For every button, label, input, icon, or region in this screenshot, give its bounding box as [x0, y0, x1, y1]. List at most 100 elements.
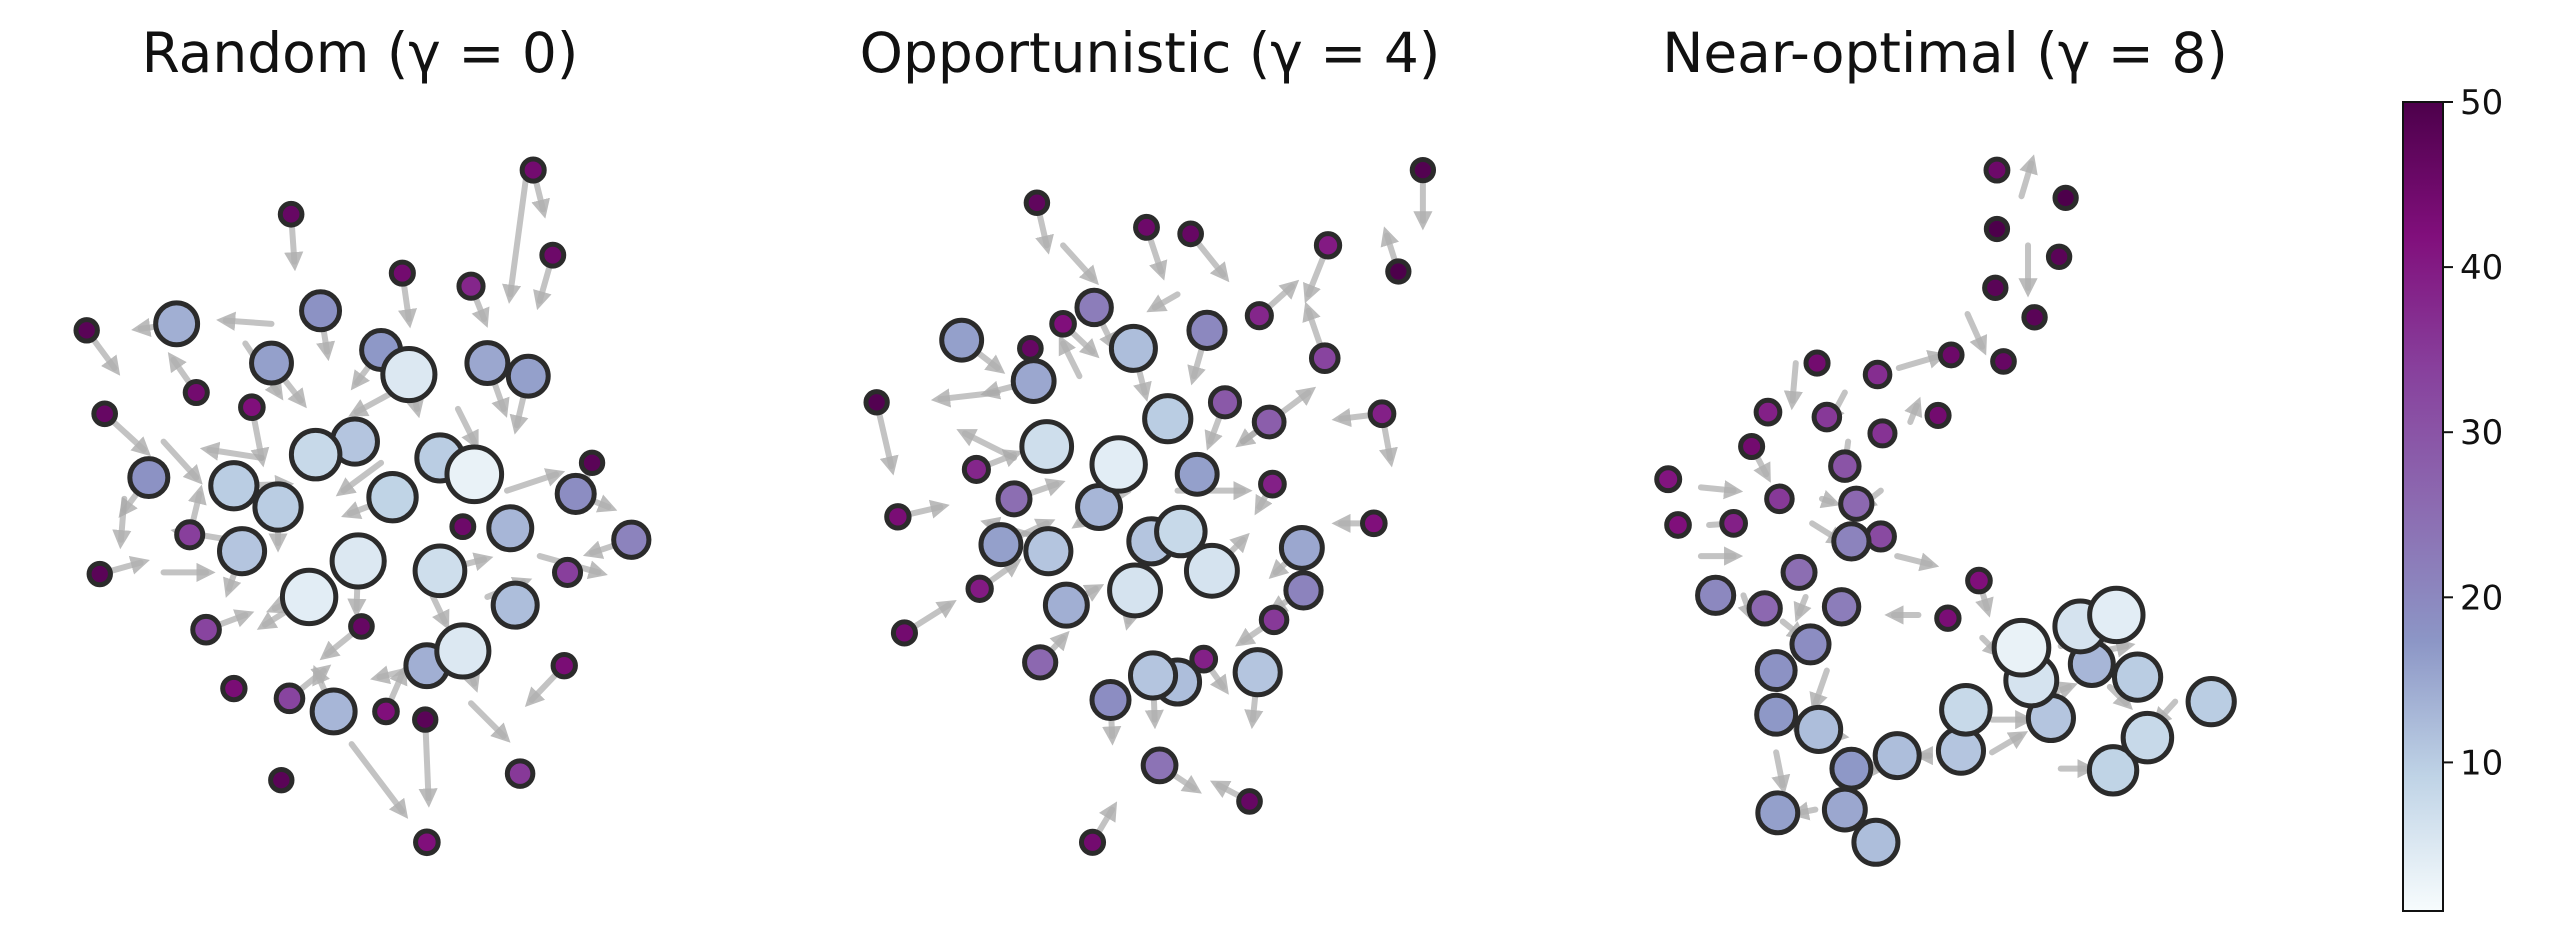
network-node [863, 389, 890, 416]
network-node [1142, 393, 1194, 445]
network-node [1821, 587, 1862, 627]
network-node [413, 828, 441, 857]
network-node [550, 651, 578, 680]
edge-arrow [1818, 489, 1841, 509]
network-node [1023, 526, 1074, 577]
network-node [486, 504, 535, 553]
network-node [1107, 562, 1163, 619]
network-node [380, 345, 438, 404]
network-node [995, 480, 1033, 518]
network-node [388, 259, 416, 287]
network-node [1127, 650, 1179, 701]
network-node [611, 519, 652, 560]
network-node [372, 697, 400, 726]
colorbar-gradient [2402, 101, 2444, 912]
network-node [1821, 786, 1868, 833]
panel-title-opportunistic: Opportunistic (γ = 4) [860, 21, 1441, 85]
network-node [1924, 401, 1952, 429]
network-node [208, 460, 260, 512]
network-node [127, 456, 171, 500]
network-node [2185, 676, 2237, 728]
colorbar-tick-label: 50 [2460, 83, 2503, 123]
network-node [238, 393, 266, 422]
panel-opportunistic: Opportunistic (γ = 4) [860, 21, 1441, 856]
network-node [1965, 566, 1993, 595]
edge-arrow [504, 468, 566, 494]
network-node [2045, 243, 2073, 270]
network-node [1313, 231, 1343, 260]
network-node [1794, 704, 1844, 754]
edge-arrow [1771, 749, 1791, 795]
network-node [1251, 404, 1287, 440]
network-node [1764, 483, 1795, 515]
network-node [329, 532, 387, 590]
network-node [1186, 309, 1228, 351]
edge-arrow [502, 170, 530, 304]
network-node [449, 513, 477, 541]
network-node [1236, 788, 1263, 815]
network-node [1939, 683, 1993, 737]
network-node [1719, 509, 1748, 538]
network-node [1189, 644, 1219, 674]
network-node [86, 560, 113, 588]
edge-arrow [348, 389, 396, 417]
network-node [1983, 156, 2011, 184]
network-node [182, 378, 210, 407]
colorbar-tick-label: 40 [2460, 248, 2503, 288]
network-node [554, 472, 597, 515]
network-node [220, 674, 248, 703]
network-node [1862, 359, 1893, 390]
network-node [348, 613, 375, 640]
network-node [1385, 258, 1412, 285]
network-node [288, 427, 343, 482]
network-node [1780, 553, 1818, 591]
network-node [1754, 649, 1798, 693]
network-node [1232, 647, 1283, 698]
network-node [153, 300, 201, 348]
network-node [1019, 419, 1075, 474]
network-node [1738, 432, 1766, 461]
network-node [551, 556, 584, 588]
colorbar-tick-label: 10 [2460, 743, 2503, 783]
network-node [2087, 585, 2146, 645]
network-node [1022, 644, 1059, 681]
network-node [1108, 323, 1158, 373]
edge-arrow [348, 741, 409, 819]
network-node [1755, 790, 1801, 836]
network-node [1010, 358, 1057, 405]
nodes-opportunistic [863, 156, 1437, 856]
network-node [174, 519, 206, 551]
panel-random: Random (γ = 0) [73, 21, 652, 857]
network-node [412, 543, 468, 599]
network-node [1140, 746, 1179, 785]
network-node [2120, 710, 2175, 765]
network-node [1258, 469, 1287, 499]
colorbar: 10 20 30 40 50 [2402, 83, 2503, 912]
nodes-near-optimal [1654, 156, 2237, 867]
network-node [978, 522, 1024, 568]
network-node [1367, 399, 1397, 429]
colorbar-tick-label: 20 [2460, 578, 2503, 618]
network-node [1177, 220, 1204, 248]
network-node [1991, 617, 2052, 678]
network-node [249, 340, 294, 386]
network-node [273, 682, 306, 715]
network-node [1278, 524, 1325, 571]
network-node [1074, 287, 1114, 328]
edge-arrow [1904, 396, 1923, 425]
network-node [1803, 349, 1831, 377]
network-node [1754, 692, 1799, 737]
network-node [444, 444, 505, 505]
network-node [539, 241, 567, 269]
network-node [1308, 342, 1341, 374]
network-node [1753, 397, 1783, 427]
network-node [1829, 746, 1874, 791]
edge-arrow [216, 311, 275, 331]
edge-arrow [1789, 801, 1819, 821]
network-node [1851, 817, 1901, 867]
network-node [965, 574, 994, 603]
network-node [890, 619, 918, 647]
edge-arrow [2018, 154, 2038, 200]
network-node [1937, 341, 1965, 369]
